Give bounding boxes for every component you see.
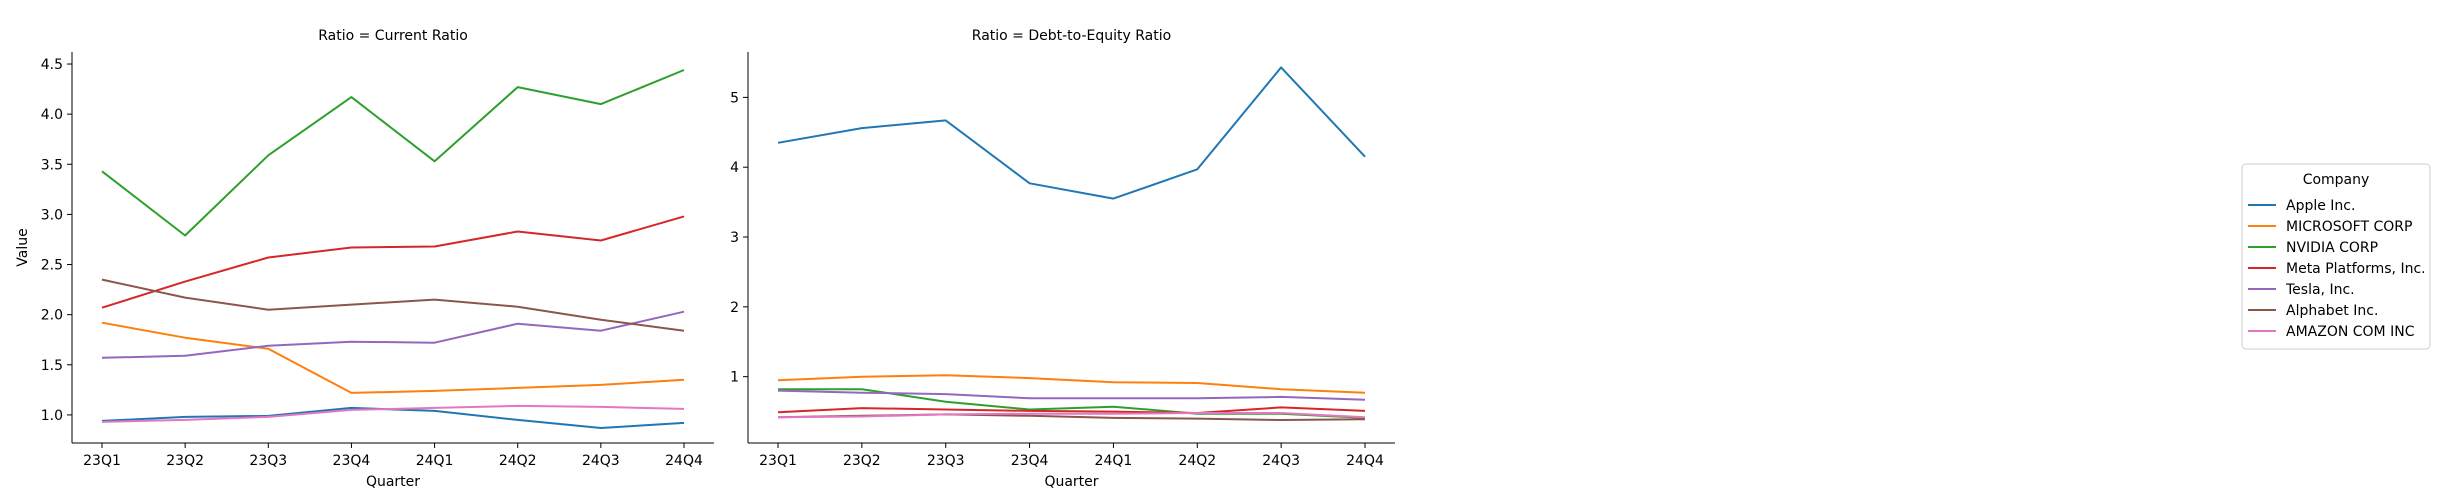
x-tick-label: 24Q2 [499, 453, 537, 469]
x-tick-label: 24Q3 [1262, 453, 1300, 469]
series-line-tesla-inc [101, 310, 685, 359]
series-line-meta-platforms-inc [101, 215, 685, 309]
y-axis-label: Value [15, 228, 31, 266]
y-tick-label: 2 [730, 300, 739, 316]
legend: Company Apple Inc. MICROSOFT CORP NVIDIA CO… [2241, 163, 2431, 350]
x-tick-label: 24Q3 [582, 453, 620, 469]
legend-entry-label: Tesla, Inc. [2285, 282, 2355, 298]
x-axis-label: Quarter [366, 474, 420, 490]
y-tick-label: 4.5 [41, 57, 63, 73]
x-tick-label: 23Q4 [1011, 453, 1049, 469]
x-axis-label: Quarter [1044, 474, 1098, 490]
panel-debt-to-equity-ratio: Ratio = Debt-to-Equity Ratio 1 2 3 4 5 23Q1 23Q… [730, 28, 1395, 490]
legend-entry-label: Meta Platforms, Inc. [2286, 261, 2426, 277]
x-tick-label: 23Q3 [927, 453, 965, 469]
y-tick-label: 2.0 [41, 308, 63, 324]
x-tick-label: 23Q3 [249, 453, 287, 469]
y-tick-label: 5 [730, 90, 739, 106]
x-tick-label: 23Q4 [333, 453, 371, 469]
x-tick-label: 24Q4 [665, 453, 703, 469]
x-tick-label: 23Q2 [166, 453, 204, 469]
series-line-meta-platforms-inc [777, 406, 1366, 414]
y-tick-label: 1.0 [41, 408, 63, 424]
series-line-amazon-com-inc [101, 404, 685, 423]
legend-title: Company [2303, 172, 2370, 188]
legend-entry-label: AMAZON COM INC [2286, 324, 2415, 340]
x-tick-label: 24Q1 [416, 453, 454, 469]
y-tick-label: 3.0 [41, 207, 63, 223]
series-line-alphabet-inc [101, 278, 685, 332]
series-line-nvidia-corp [101, 69, 685, 237]
series-line-apple-inc [777, 66, 1366, 200]
legend-entry-label: MICROSOFT CORP [2286, 219, 2412, 235]
chart-title: Ratio = Debt-to-Equity Ratio [972, 28, 1171, 44]
x-tick-label: 23Q1 [83, 453, 121, 469]
y-tick-label: 2.5 [41, 258, 63, 274]
x-tick-label: 24Q1 [1095, 453, 1133, 469]
legend-entry-label: NVIDIA CORP [2286, 240, 2378, 256]
series-line-apple-inc [101, 406, 685, 429]
panel-current-ratio: Ratio = Current Ratio 1.0 1.5 2.0 2.5 3.0 3.5 4… [15, 28, 714, 490]
chart-title: Ratio = Current Ratio [318, 28, 468, 44]
y-tick-label: 3.5 [41, 157, 63, 173]
y-tick-label: 4 [730, 160, 739, 176]
series-line-tesla-inc [777, 389, 1366, 401]
y-tick-label: 1.5 [41, 358, 63, 374]
series-line-microsoft-corp [777, 374, 1366, 394]
legend-box [2241, 163, 2431, 350]
y-tick-label: 1 [730, 370, 739, 386]
y-tick-label: 3 [730, 230, 739, 246]
series-line-microsoft-corp [101, 321, 685, 394]
y-tick-label: 4.0 [41, 107, 63, 123]
legend-entry-label: Apple Inc. [2286, 198, 2355, 214]
series-line-amazon-com-inc [777, 412, 1366, 419]
x-tick-label: 23Q2 [843, 453, 881, 469]
legend-entry-label: Alphabet Inc. [2286, 303, 2378, 319]
x-tick-label: 24Q2 [1178, 453, 1216, 469]
x-tick-label: 24Q4 [1346, 453, 1384, 469]
x-tick-label: 23Q1 [759, 453, 797, 469]
